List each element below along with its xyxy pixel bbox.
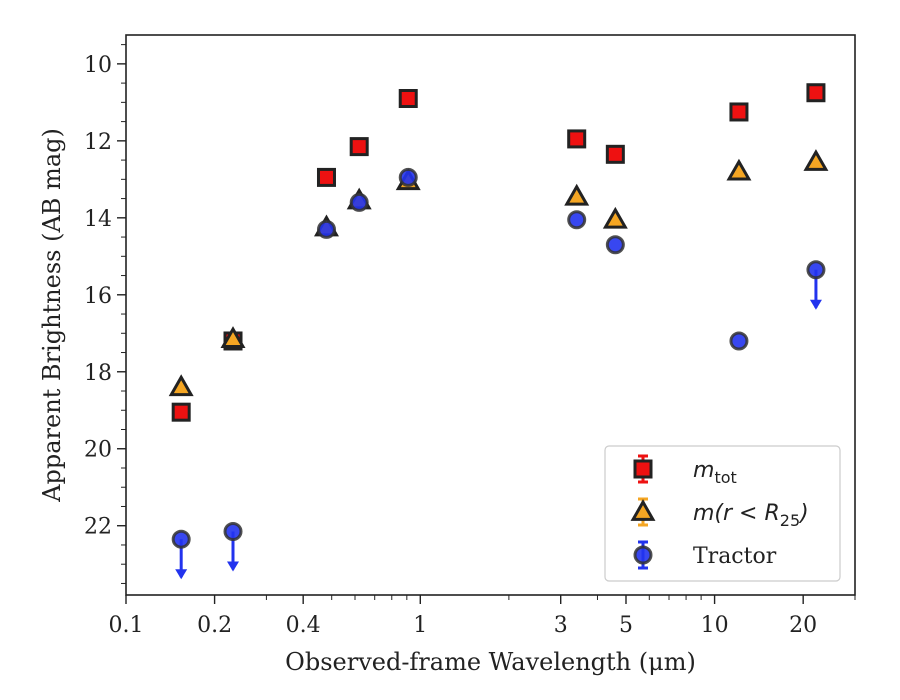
data-marks bbox=[168, 83, 829, 580]
y-tick-label: 16 bbox=[84, 284, 112, 309]
data-point-square bbox=[171, 402, 191, 422]
data-point-square bbox=[729, 102, 749, 122]
x-tick-label: 3 bbox=[554, 613, 568, 638]
data-point-square bbox=[567, 129, 587, 149]
x-axis-label: Observed-frame Wavelength (μm) bbox=[285, 648, 696, 676]
x-tick-label: 0.1 bbox=[109, 613, 144, 638]
data-point-circle bbox=[398, 167, 418, 187]
legend-label: mtot bbox=[693, 458, 737, 487]
y-tick-label: 20 bbox=[84, 438, 112, 463]
data-point-circle bbox=[806, 260, 826, 280]
legend-marker-square bbox=[633, 459, 653, 479]
data-point-square bbox=[806, 83, 826, 103]
legend-marker-triangle bbox=[630, 499, 656, 521]
x-tick-label: 1 bbox=[413, 613, 427, 638]
upper-limit-arrow-head bbox=[175, 569, 188, 580]
data-point-square bbox=[316, 167, 336, 187]
series-circle bbox=[171, 167, 826, 580]
data-point-circle bbox=[567, 210, 587, 230]
series-square bbox=[171, 83, 826, 422]
data-point-circle bbox=[316, 219, 336, 239]
data-point-triangle bbox=[168, 374, 194, 397]
data-point-triangle bbox=[220, 326, 246, 348]
legend-box bbox=[604, 445, 841, 582]
data-point-square bbox=[605, 144, 625, 164]
x-axis-ticks: 0.1 0.2 0.4 1 3 5 10 20 bbox=[109, 595, 856, 638]
y-tick-label: 10 bbox=[84, 53, 112, 78]
data-point-circle bbox=[171, 529, 191, 549]
legend: mtot m(r < R25) Tractor bbox=[604, 445, 841, 582]
data-point-square bbox=[398, 89, 418, 109]
y-tick-label: 18 bbox=[84, 361, 112, 386]
data-point-circle bbox=[729, 331, 749, 351]
legend-label: m(r < R25) bbox=[693, 501, 809, 530]
data-point-triangle bbox=[564, 183, 590, 206]
legend-marker-circle bbox=[633, 545, 653, 565]
y-axis-ticks: 10 12 14 16 18 20 22 bbox=[84, 44, 126, 584]
data-point-square bbox=[349, 137, 369, 157]
plot-frame bbox=[125, 34, 856, 596]
data-point-circle bbox=[349, 192, 369, 212]
legend-label: Tractor bbox=[693, 544, 777, 569]
y-axis-label: Apparent Brightness (AB mag) bbox=[38, 128, 66, 503]
x-tick-label: 0.4 bbox=[286, 613, 321, 638]
upper-limit-arrow-head bbox=[809, 299, 822, 310]
x-tick-label: 20 bbox=[789, 613, 817, 638]
data-point-triangle bbox=[803, 149, 829, 171]
y-tick-label: 22 bbox=[84, 515, 112, 540]
plot-border bbox=[125, 34, 856, 596]
data-point-triangle bbox=[602, 206, 628, 229]
data-point-circle bbox=[223, 521, 243, 541]
y-tick-label: 12 bbox=[84, 130, 112, 155]
data-point-circle bbox=[605, 235, 625, 255]
x-tick-label: 5 bbox=[619, 613, 633, 638]
y-tick-label: 14 bbox=[84, 207, 112, 232]
x-tick-label: 0.2 bbox=[197, 613, 232, 638]
data-point-triangle bbox=[726, 158, 752, 181]
x-tick-label: 10 bbox=[701, 613, 729, 638]
upper-limit-arrow-head bbox=[227, 561, 240, 572]
series-triangle bbox=[168, 149, 829, 397]
